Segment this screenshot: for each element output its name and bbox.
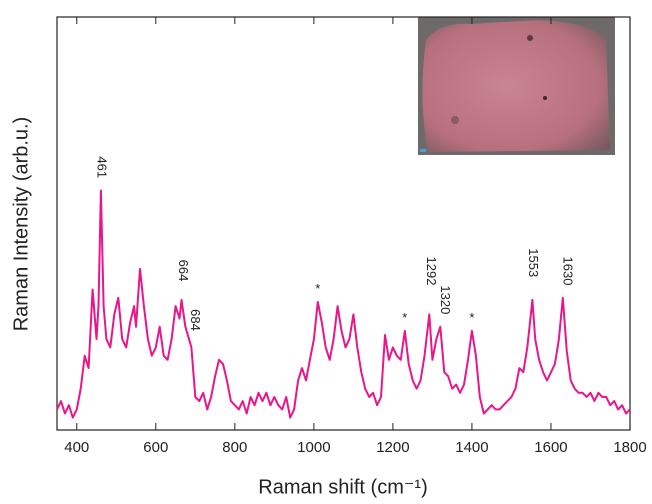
peak-label: * xyxy=(315,281,320,296)
x-tick-label: 1000 xyxy=(297,439,330,456)
spectrum-line xyxy=(56,189,631,419)
peak-label: 1553 xyxy=(526,248,541,277)
x-tick-label: 400 xyxy=(64,439,89,456)
inset-photo xyxy=(418,17,615,155)
peak-label: 684 xyxy=(188,309,203,331)
plot-frame xyxy=(56,16,631,431)
peak-label: 1292 xyxy=(424,257,439,286)
x-tick-label: 1200 xyxy=(376,439,409,456)
peak-label: 664 xyxy=(176,260,191,282)
peak-label: * xyxy=(469,310,474,325)
x-tick-label: 600 xyxy=(143,439,168,456)
y-axis-title: Raman Intensity (arb.u.) xyxy=(10,117,32,332)
peak-label: 461 xyxy=(94,156,109,178)
x-tick-label: 1400 xyxy=(455,439,488,456)
x-tick-label: 800 xyxy=(222,439,247,456)
x-axis-title: Raman shift (cm⁻¹) xyxy=(258,476,427,498)
peak-label: 1320 xyxy=(438,285,453,314)
peak-label: 1630 xyxy=(560,257,575,286)
x-tick-label: 1800 xyxy=(613,439,646,456)
x-tick-label: 1600 xyxy=(534,439,567,456)
peak-label: * xyxy=(402,310,407,325)
